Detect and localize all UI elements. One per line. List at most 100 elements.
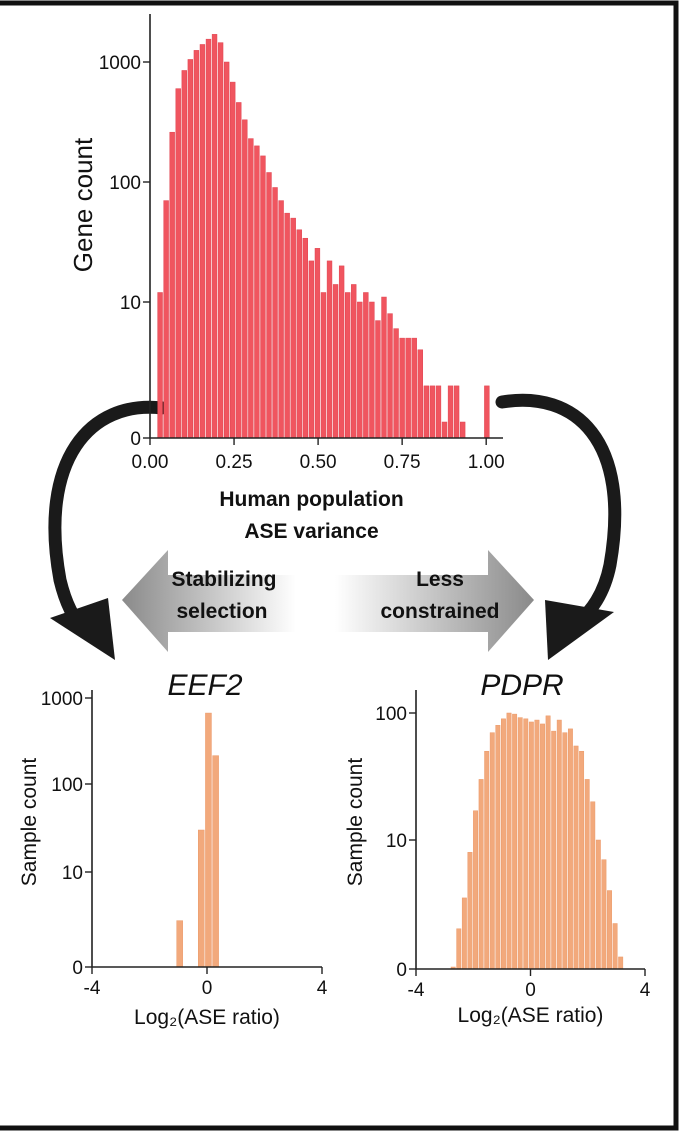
pdpr-bar: [478, 779, 484, 970]
pdpr-x-tick-label: 4: [640, 980, 651, 1001]
main-bar: [175, 88, 181, 439]
left-curved-arrow-shaft: [48, 400, 169, 635]
main-x-axis-title: ASE variance: [244, 520, 378, 543]
main-bar: [357, 301, 363, 439]
main-x-tick-label: 0.75: [384, 452, 421, 473]
eef2-x-tick-label: 4: [317, 978, 328, 999]
less-constrained-arrow: [335, 550, 534, 652]
main-bar: [484, 385, 490, 439]
ase-variance-histogram: 0 10 100 1000 0.00 0.25 0.50 0.75 1.00 Gene count…: [68, 14, 505, 543]
pdpr-bar: [540, 723, 545, 970]
pdpr-bar: [495, 725, 501, 970]
main-bar: [223, 61, 230, 439]
eef2-y-tick-label: 100: [51, 775, 83, 796]
pdpr-bar: [506, 712, 512, 970]
main-y-tick-label: 1000: [99, 53, 141, 74]
main-bar: [217, 42, 224, 439]
pdpr-bar: [579, 750, 585, 970]
main-bar: [248, 138, 254, 439]
main-y-axis-title: Gene count: [68, 137, 98, 272]
main-bar: [375, 320, 381, 439]
stabilizing-label-line1: Stabilizing: [172, 568, 277, 591]
main-bar: [284, 212, 290, 439]
pdpr-bar: [590, 801, 596, 970]
main-bar: [254, 145, 260, 439]
curved-arrows: [48, 393, 622, 660]
pdpr-bar: [545, 715, 551, 970]
pdpr-bar: [601, 859, 607, 970]
main-bar: [187, 59, 194, 439]
main-bar: [338, 265, 345, 439]
pdpr-bar: [484, 750, 490, 970]
pdpr-bar: [567, 728, 573, 970]
pdpr-bar: [534, 719, 540, 970]
main-bar: [405, 337, 411, 439]
main-bar: [453, 385, 460, 439]
main-bar: [278, 200, 284, 439]
pdpr-bar: [573, 745, 579, 970]
main-bar: [326, 260, 333, 439]
main-bar: [230, 81, 236, 439]
main-bar: [272, 187, 278, 439]
main-bar: [302, 237, 308, 439]
main-bar: [459, 421, 466, 439]
selection-arrows: Stabilizing selection Less constrained: [122, 550, 534, 652]
pdpr-bar: [595, 839, 601, 970]
pdpr-bar: [607, 890, 612, 970]
stabilizing-arrow: [122, 550, 296, 652]
eef2-bar: [176, 920, 183, 968]
eef2-x-tick-label: -4: [84, 978, 101, 999]
eef2-chart-title: EEF2: [167, 669, 242, 702]
pdpr-bar: [512, 713, 518, 970]
stabilizing-label-line2: selection: [176, 600, 267, 623]
main-bar: [411, 337, 417, 439]
main-bar: [363, 292, 369, 439]
main-y-tick-label: 10: [120, 293, 141, 314]
pdpr-bar: [618, 956, 624, 970]
main-bar: [296, 229, 302, 439]
main-bar: [351, 284, 357, 439]
eef2-x-axis-title: Log₂(ASE ratio): [134, 1006, 280, 1029]
main-bar: [242, 119, 248, 439]
less-label-line1: Less: [416, 568, 464, 591]
main-bar: [205, 38, 212, 439]
pdpr-bar: [562, 732, 568, 970]
main-bar: [381, 296, 387, 439]
right-arrowhead: [545, 600, 614, 660]
main-bar: [169, 131, 175, 439]
main-bar: [199, 44, 206, 439]
main-bar: [260, 155, 266, 439]
pdpr-bar: [461, 897, 467, 970]
main-x-tick-label: 0.50: [300, 452, 337, 473]
pdpr-bar: [473, 810, 478, 970]
eef2-bar: [198, 829, 205, 968]
pdpr-y-tick-label: 100: [375, 704, 407, 725]
pdpr-bar: [489, 732, 495, 970]
main-bar: [417, 349, 423, 439]
main-bar: [266, 172, 272, 439]
eef2-y-axis-title: Sample count: [18, 758, 41, 887]
main-bar: [447, 385, 454, 439]
main-bar: [369, 301, 375, 439]
eef2-y-tick-label: 10: [62, 863, 83, 884]
constrained-label-line2: constrained: [380, 600, 499, 623]
main-bar: [332, 284, 339, 439]
pdpr-y-tick-label: 0: [396, 960, 407, 981]
pdpr-bar: [517, 717, 523, 970]
main-bar: [320, 292, 327, 439]
pdpr-bar: [501, 718, 506, 970]
eef2-x-tick-label: 0: [202, 978, 213, 999]
main-bar: [387, 313, 393, 439]
eef2-bar: [212, 755, 219, 968]
eef2-bar: [205, 712, 212, 968]
main-bar: [236, 102, 242, 439]
pdpr-bar: [551, 730, 557, 970]
main-bar: [314, 248, 321, 439]
pdpr-x-axis-title: Log₂(ASE ratio): [458, 1004, 604, 1027]
pdpr-bar: [456, 928, 462, 970]
main-bar: [157, 292, 163, 439]
main-bar: [423, 385, 430, 439]
